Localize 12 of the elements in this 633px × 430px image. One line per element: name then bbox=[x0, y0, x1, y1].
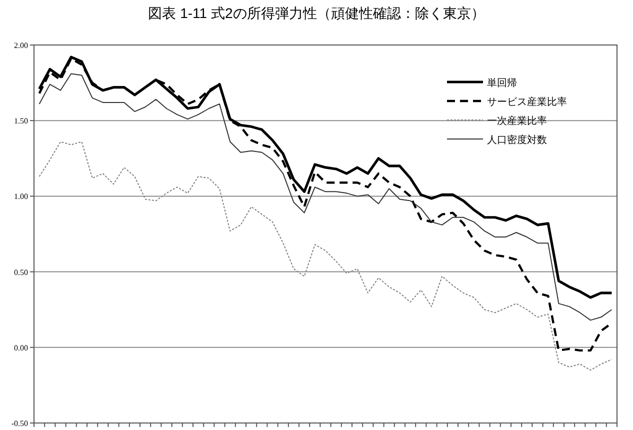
legend-label: 一次産業比率 bbox=[487, 115, 547, 127]
y-tick-label: 1.50 bbox=[14, 116, 28, 126]
y-tick-label: 0.50 bbox=[14, 268, 28, 277]
line-series bbox=[38, 73, 612, 321]
chart-title: 図表 1-11 式2の所得弾力性（頑健性確認：除く東京） bbox=[148, 5, 485, 21]
legend-label: 人口密度対数 bbox=[487, 134, 547, 146]
y-tick-label: 0.00 bbox=[14, 343, 28, 352]
legend-label: サービス産業比率 bbox=[487, 96, 567, 108]
legend-label: 単回帰 bbox=[487, 77, 517, 89]
y-tick-label: -0.50 bbox=[11, 419, 28, 428]
y-tick-label: 1.00 bbox=[14, 192, 28, 202]
y-tick-label: 2.00 bbox=[14, 41, 28, 50]
